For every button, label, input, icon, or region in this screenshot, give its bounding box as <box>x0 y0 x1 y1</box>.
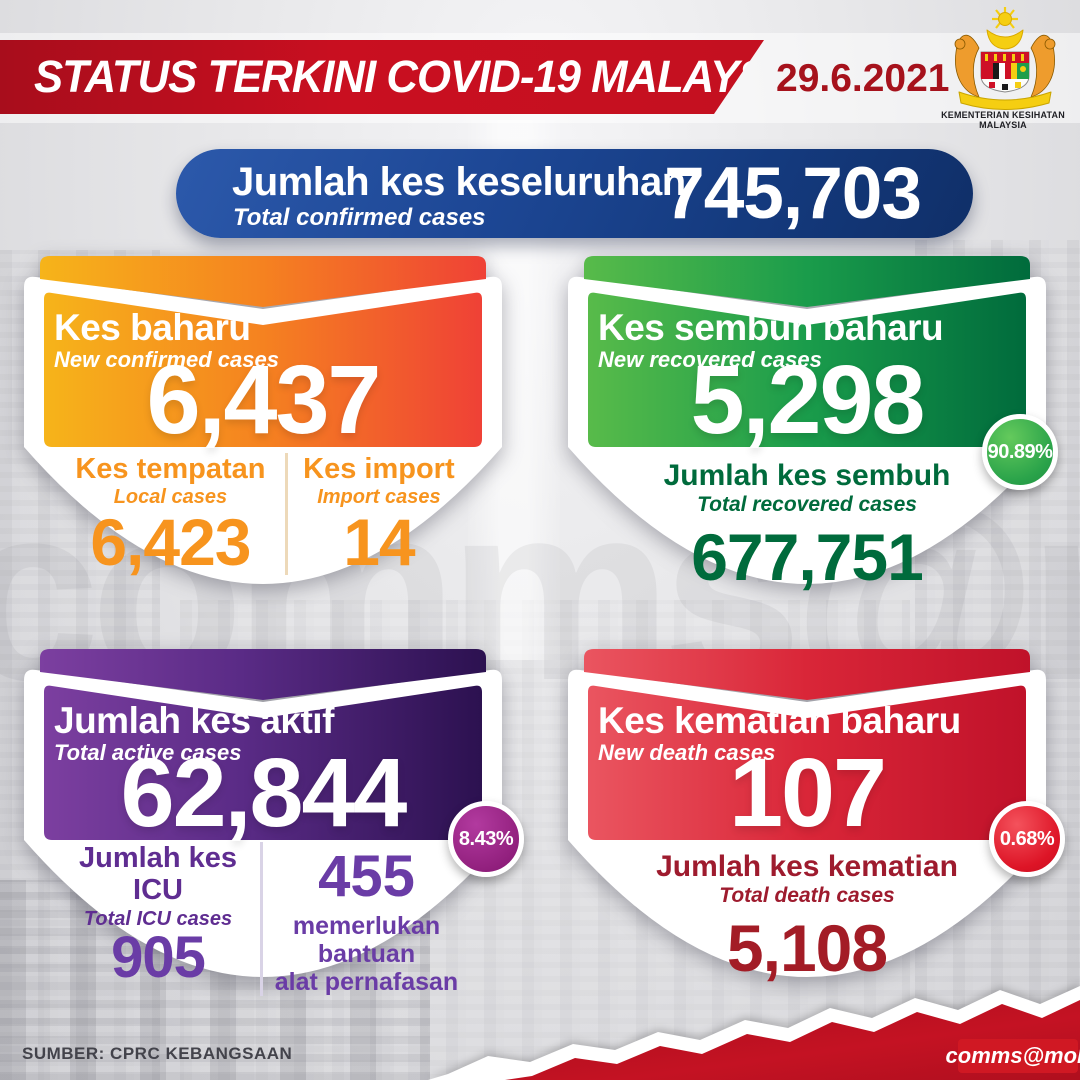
header-band: STATUS TERKINI COVID-19 MALAYSIA <box>0 40 764 114</box>
card-subtitle: New recovered cases <box>598 347 822 372</box>
card-title: Kes baharu <box>54 307 251 348</box>
import-cases-sublabel: Import cases <box>317 486 441 509</box>
recovered-rate-badge: 90.89% <box>982 414 1058 490</box>
icu-cases-column: Jumlah kes ICU Total ICU cases 905 <box>56 842 263 996</box>
death-rate-badge: 0.68% <box>989 801 1065 877</box>
ventilator-column: 455 memerlukan bantuan alat pernafasan <box>263 842 470 997</box>
torn-paper-edge <box>428 986 1080 1080</box>
report-date: 29.6.2021 <box>776 57 950 100</box>
card-active-cases: Jumlah kes aktif Total active cases 62,8… <box>16 646 510 998</box>
card-title: Kes kematian baharu <box>598 700 961 741</box>
card-shape <box>568 649 1046 977</box>
new-cases-value: 6,437 <box>146 345 382 454</box>
card-new-cases: Kes baharu New confirmed cases 6,437 Kes… <box>16 253 510 605</box>
local-cases-sublabel: Local cases <box>113 486 228 509</box>
card-shape <box>568 256 1046 584</box>
import-cases-label: Kes import <box>303 453 455 485</box>
card-subtitle: Total active cases <box>54 740 242 765</box>
total-recovered-label: Jumlah kes sembuh <box>663 459 951 492</box>
card-shape <box>24 256 502 584</box>
total-deaths-sublabel: Total death cases <box>719 884 895 907</box>
import-cases-column: Kes import Import cases 14 <box>288 453 470 575</box>
source-label: SUMBER: CPRC KEBANGSAAN <box>22 1044 293 1063</box>
card-subtitle: New death cases <box>598 740 776 765</box>
credit-badge: comms@moh <box>946 1039 1080 1073</box>
total-recovered-sublabel: Total recovered cases <box>697 493 917 516</box>
local-cases-label: Kes tempatan <box>75 453 266 485</box>
active-rate-badge: 8.43% <box>448 801 524 877</box>
total-recovered-block: Jumlah kes sembuh Total recovered cases … <box>600 459 1014 590</box>
icu-cases-label: Jumlah kes ICU <box>79 842 237 907</box>
card-deaths: Kes kematian baharu New death cases 107 … <box>560 646 1054 998</box>
total-cases-value: 745,703 <box>664 153 922 234</box>
case-breakdown: Kes tempatan Local cases 6,423 Kes impor… <box>56 453 470 580</box>
card-recovered: Kes sembuh baharu New recovered cases 5,… <box>560 253 1054 605</box>
total-cases-subtitle: Total confirmed cases <box>233 204 486 231</box>
total-recovered-value: 677,751 <box>691 520 924 595</box>
icu-breakdown: Jumlah kes ICU Total ICU cases 905 455 m… <box>56 842 470 996</box>
recovered-value: 5,298 <box>690 345 926 454</box>
local-cases-value: 6,423 <box>90 505 251 580</box>
ventilator-label-line1: memerlukan bantuan <box>292 912 441 968</box>
icu-cases-value: 905 <box>111 924 206 990</box>
page-title: STATUS TERKINI COVID-19 MALAYSIA <box>34 51 809 102</box>
total-cases-title: Jumlah kes keseluruhan <box>232 160 686 204</box>
total-cases-banner: Jumlah kes keseluruhan Total confirmed c… <box>176 149 973 238</box>
card-title: Kes sembuh baharu <box>598 307 944 348</box>
malaysia-coat-of-arms-icon <box>954 7 1056 110</box>
ventilator-value: 455 <box>318 844 415 909</box>
ventilator-label-line2: alat pernafasan <box>274 968 459 996</box>
card-title: Jumlah kes aktif <box>54 700 334 741</box>
ministry-name-label: KEMENTERIAN KESIHATAN MALAYSIA <box>941 110 1065 130</box>
total-deaths-block: Jumlah kes kematian Total death cases 5,… <box>600 850 1014 981</box>
new-deaths-value: 107 <box>729 738 887 847</box>
card-shape <box>24 649 502 977</box>
icu-cases-sublabel: Total ICU cases <box>83 907 233 930</box>
total-deaths-value: 5,108 <box>726 911 888 986</box>
active-cases-value: 62,844 <box>120 738 408 847</box>
total-deaths-label: Jumlah kes kematian <box>656 850 958 883</box>
local-cases-column: Kes tempatan Local cases 6,423 <box>56 453 288 580</box>
import-cases-value: 14 <box>343 505 415 580</box>
card-subtitle: New confirmed cases <box>54 347 279 372</box>
